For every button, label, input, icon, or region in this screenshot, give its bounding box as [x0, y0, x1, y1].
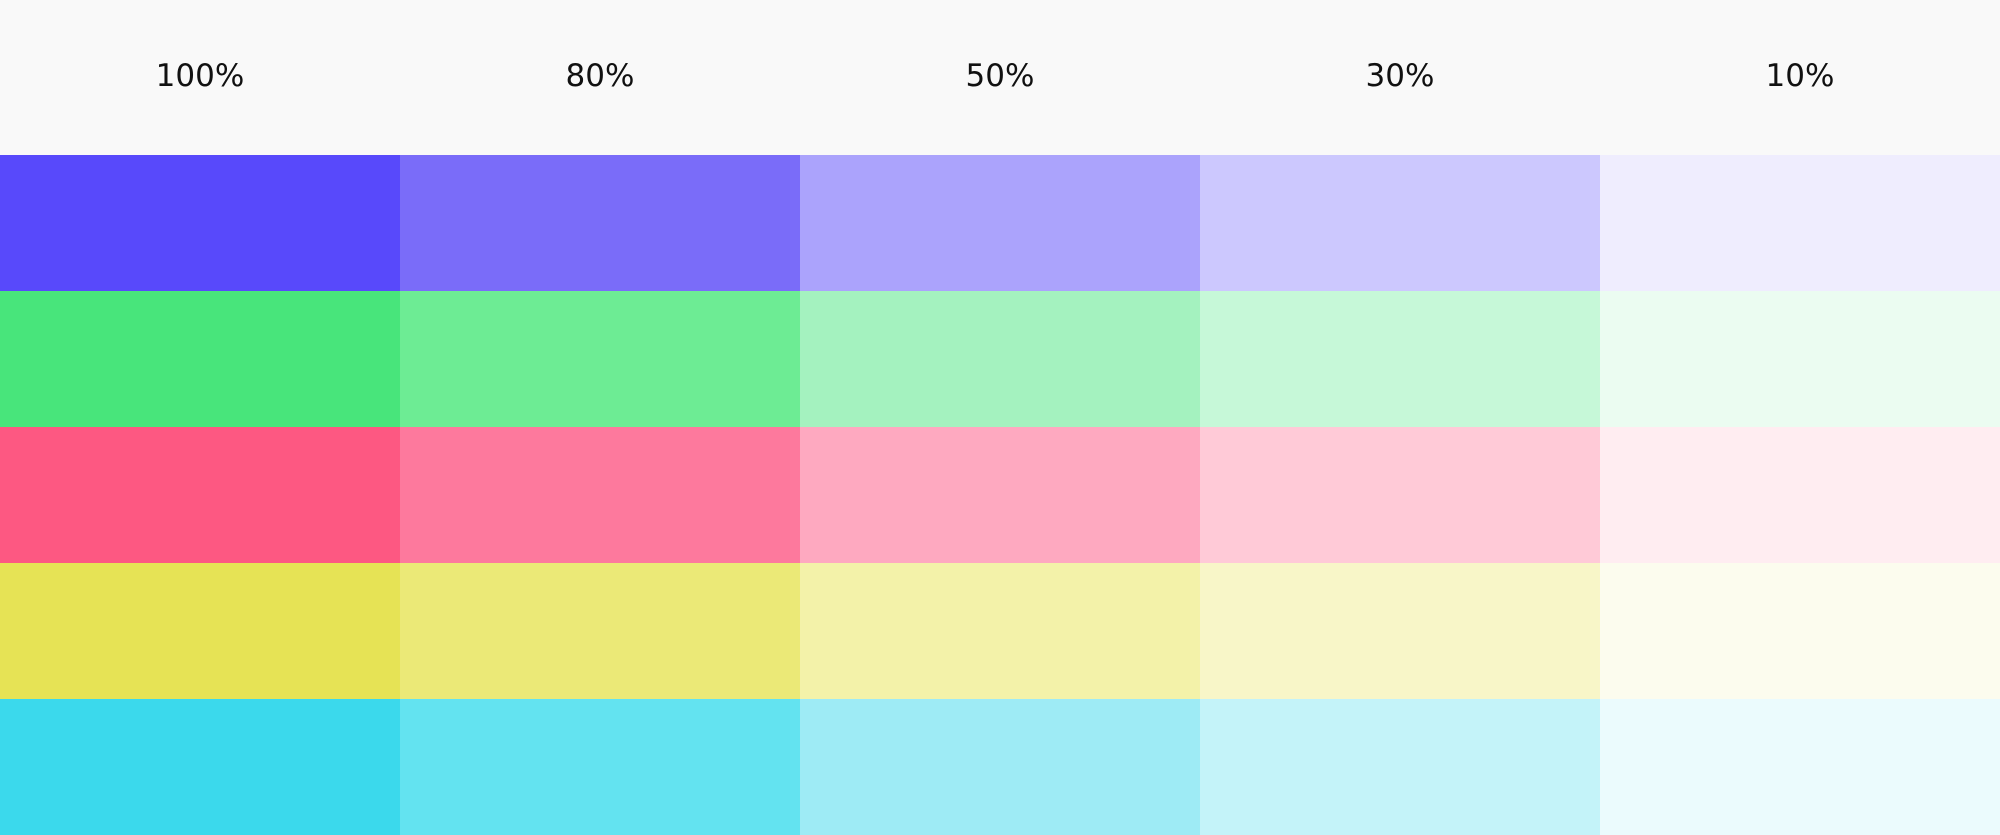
color-swatch: [0, 563, 400, 699]
color-swatch: [800, 291, 1200, 427]
column-label: 100%: [155, 58, 245, 94]
color-swatch: [0, 699, 400, 835]
swatch-row: [0, 563, 2000, 699]
color-swatch: [1600, 563, 2000, 699]
color-swatch: [1600, 699, 2000, 835]
color-swatch: [800, 563, 1200, 699]
color-swatch: [800, 699, 1200, 835]
color-swatch: [400, 699, 800, 835]
color-swatch: [400, 155, 800, 291]
column-label: 50%: [965, 58, 1035, 94]
color-swatch: [400, 291, 800, 427]
swatch-row: [0, 427, 2000, 563]
color-swatch: [400, 563, 800, 699]
color-swatch: [800, 155, 1200, 291]
swatch-row: [0, 291, 2000, 427]
color-swatch: [1200, 291, 1600, 427]
color-swatch: [0, 155, 400, 291]
column-label: 10%: [1765, 58, 1835, 94]
color-swatch: [1600, 155, 2000, 291]
color-swatch: [0, 427, 400, 563]
color-swatch: [400, 427, 800, 563]
color-swatch: [1200, 427, 1600, 563]
swatch-row: [0, 155, 2000, 291]
column-label: 30%: [1365, 58, 1435, 94]
swatch-row: [0, 699, 2000, 835]
column-label: 80%: [565, 58, 635, 94]
color-swatch: [1200, 563, 1600, 699]
color-swatch: [800, 427, 1200, 563]
color-swatch: [1600, 291, 2000, 427]
color-swatch: [1200, 699, 1600, 835]
header: 100% 80% 50% 30% 10%: [0, 0, 2000, 155]
color-swatch: [0, 291, 400, 427]
color-swatch: [1600, 427, 2000, 563]
color-swatch: [1200, 155, 1600, 291]
